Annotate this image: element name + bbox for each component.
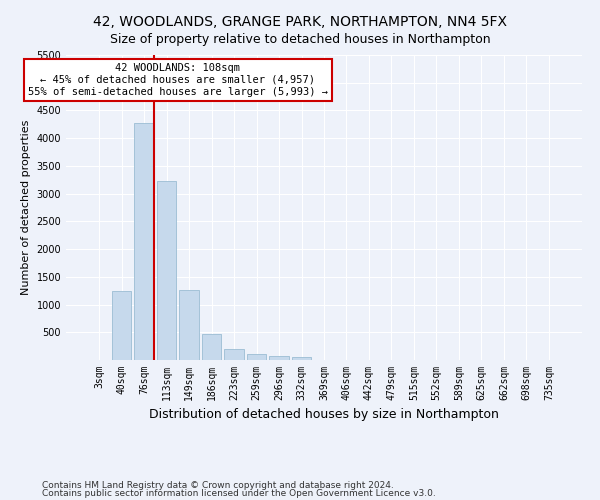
Bar [292,357,311,360]
Bar [202,334,221,360]
Text: Size of property relative to detached houses in Northampton: Size of property relative to detached ho… [110,32,490,46]
Text: Contains public sector information licensed under the Open Government Licence v3: Contains public sector information licen… [42,488,436,498]
Bar [247,354,266,360]
Bar [269,356,289,360]
Bar [157,181,176,360]
Text: Contains HM Land Registry data © Crown copyright and database right 2024.: Contains HM Land Registry data © Crown c… [42,481,394,490]
Y-axis label: Number of detached properties: Number of detached properties [21,120,31,295]
Bar [179,290,199,360]
X-axis label: Distribution of detached houses by size in Northampton: Distribution of detached houses by size … [149,408,499,422]
Bar [224,349,244,360]
Bar [112,291,131,360]
Bar [134,122,154,360]
Text: 42, WOODLANDS, GRANGE PARK, NORTHAMPTON, NN4 5FX: 42, WOODLANDS, GRANGE PARK, NORTHAMPTON,… [93,15,507,29]
Text: 42 WOODLANDS: 108sqm
← 45% of detached houses are smaller (4,957)
55% of semi-de: 42 WOODLANDS: 108sqm ← 45% of detached h… [28,64,328,96]
